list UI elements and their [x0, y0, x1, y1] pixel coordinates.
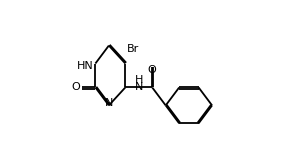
Text: N: N	[105, 98, 113, 108]
Text: O: O	[71, 82, 80, 92]
Text: Br: Br	[126, 44, 139, 54]
Text: N: N	[134, 82, 143, 92]
Text: H: H	[134, 75, 143, 85]
Text: HN: HN	[77, 61, 94, 71]
Text: O: O	[148, 65, 157, 75]
